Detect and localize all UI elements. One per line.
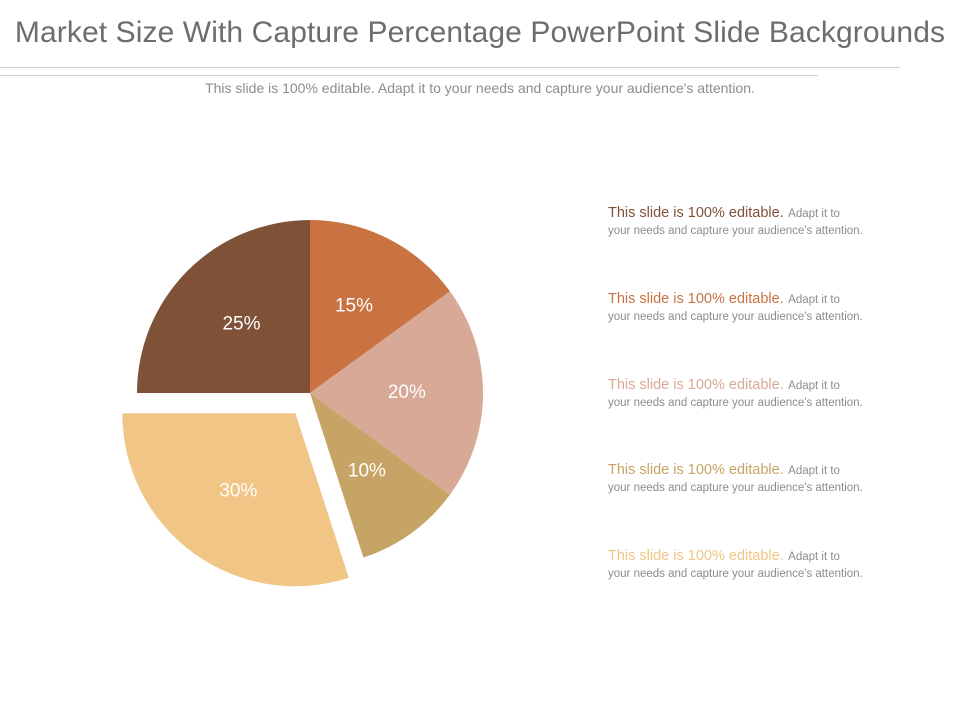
pie-slice-5 xyxy=(137,220,310,393)
pie-slice-label-1: 15% xyxy=(335,296,373,317)
legend-text: Adapt it to xyxy=(788,208,840,220)
pie-slice-label-3: 10% xyxy=(348,460,386,481)
pie-slice-3 xyxy=(310,393,450,558)
pie-slice-1 xyxy=(310,220,450,393)
legend-text: Adapt it to xyxy=(788,465,840,477)
pie-slice-label-4: 30% xyxy=(219,481,257,502)
legend-item: This slide is 100% editable. Adapt it to… xyxy=(608,377,908,411)
page-subtitle: This slide is 100% editable. Adapt it to… xyxy=(205,80,755,96)
legend-item: This slide is 100% editable. Adapt it to… xyxy=(608,548,908,582)
title-divider-secondary xyxy=(0,75,818,76)
page-title: Market Size With Capture Percentage Powe… xyxy=(14,16,946,49)
legend-heading: This slide is 100% editable. xyxy=(608,548,784,564)
pie-slice-label-2: 20% xyxy=(388,382,426,403)
legend-text: your needs and capture your audience's a… xyxy=(608,482,863,494)
legend-item: This slide is 100% editable. Adapt it to… xyxy=(608,462,908,496)
legend-item: This slide is 100% editable. Adapt it to… xyxy=(608,291,908,325)
legend-heading: This slide is 100% editable. xyxy=(608,377,784,393)
pie-slice-2 xyxy=(310,291,483,495)
legend-heading: This slide is 100% editable. xyxy=(608,291,784,307)
legend-text: your needs and capture your audience's a… xyxy=(608,225,863,237)
legend-text: Adapt it to xyxy=(788,380,840,392)
legend-text: Adapt it to xyxy=(788,294,840,306)
pie-slice-label-5: 25% xyxy=(222,314,260,335)
legend-text: your needs and capture your audience's a… xyxy=(608,311,863,323)
legend-text: your needs and capture your audience's a… xyxy=(608,568,863,580)
title-divider xyxy=(0,67,900,68)
legend-item: This slide is 100% editable. Adapt it to… xyxy=(608,205,908,239)
legend-text: your needs and capture your audience's a… xyxy=(608,397,863,409)
legend-heading: This slide is 100% editable. xyxy=(608,205,784,221)
pie-slice-4 xyxy=(122,413,349,587)
legend-heading: This slide is 100% editable. xyxy=(608,462,784,478)
legend-text: Adapt it to xyxy=(788,551,840,563)
